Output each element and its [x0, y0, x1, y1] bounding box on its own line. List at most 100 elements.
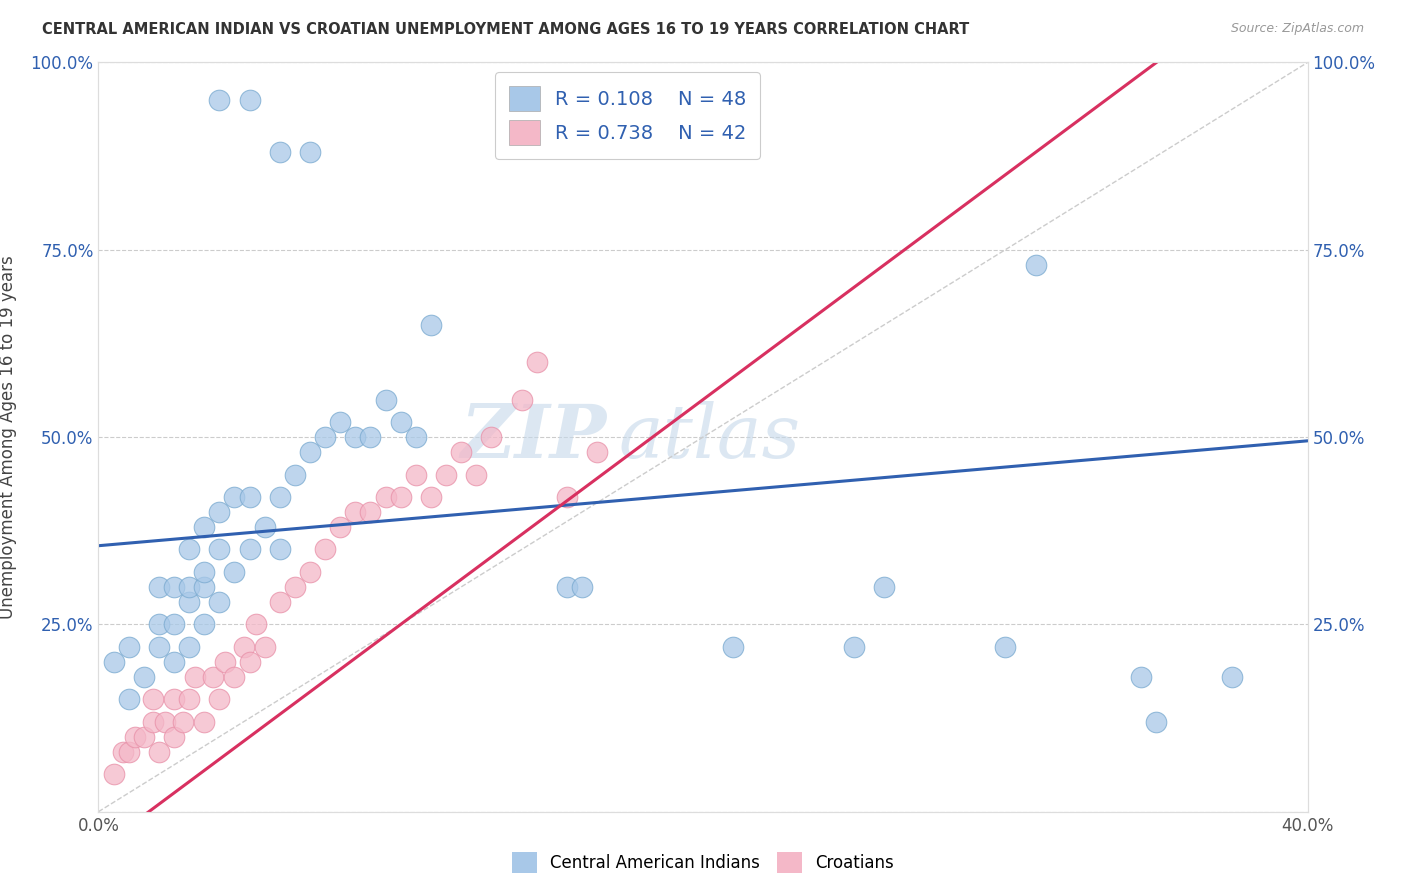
Point [232, 640, 254, 654]
Point [224, 670, 246, 684]
Point [405, 467, 427, 482]
Text: atlas: atlas [619, 401, 800, 474]
Point [253, 640, 276, 654]
Point [586, 445, 609, 459]
Point [269, 595, 291, 609]
Point [239, 93, 262, 107]
Text: Source: ZipAtlas.com: Source: ZipAtlas.com [1230, 22, 1364, 36]
Point [224, 565, 246, 579]
Point [299, 145, 322, 160]
Point [314, 542, 336, 557]
Point [153, 714, 176, 729]
Point [253, 520, 276, 534]
Point [172, 714, 194, 729]
Point [314, 430, 336, 444]
Point [299, 445, 322, 459]
Point [193, 565, 215, 579]
Point [179, 542, 201, 557]
Point [208, 692, 231, 706]
Point [208, 542, 231, 557]
Point [994, 640, 1017, 654]
Point [1024, 258, 1046, 272]
Point [420, 318, 443, 332]
Point [224, 490, 246, 504]
Point [202, 670, 225, 684]
Legend: R = 0.108    N = 48, R = 0.738    N = 42: R = 0.108 N = 48, R = 0.738 N = 42 [495, 72, 761, 159]
Point [142, 692, 165, 706]
Point [193, 617, 215, 632]
Point [148, 640, 170, 654]
Point [118, 745, 141, 759]
Point [142, 714, 165, 729]
Point [389, 415, 412, 429]
Point [844, 640, 866, 654]
Point [374, 392, 396, 407]
Point [329, 520, 352, 534]
Point [723, 640, 745, 654]
Point [163, 580, 186, 594]
Point [284, 580, 307, 594]
Point [420, 490, 443, 504]
Point [269, 145, 291, 160]
Point [873, 580, 896, 594]
Point [118, 692, 141, 706]
Point [208, 93, 231, 107]
Point [163, 617, 186, 632]
Point [239, 542, 262, 557]
Point [103, 767, 125, 781]
Point [269, 490, 291, 504]
Point [163, 730, 186, 744]
Point [510, 392, 533, 407]
Legend: Central American Indians, Croatians: Central American Indians, Croatians [505, 846, 901, 880]
Point [555, 490, 578, 504]
Point [434, 467, 457, 482]
Point [1144, 714, 1167, 729]
Point [111, 745, 134, 759]
Text: ZIP: ZIP [460, 401, 606, 474]
Point [124, 730, 146, 744]
Point [208, 595, 231, 609]
Point [214, 655, 236, 669]
Point [555, 580, 578, 594]
Point [208, 505, 231, 519]
Point [193, 714, 215, 729]
Point [344, 430, 367, 444]
Point [1220, 670, 1243, 684]
Point [179, 692, 201, 706]
Point [132, 670, 155, 684]
Point [450, 445, 472, 459]
Point [103, 655, 125, 669]
Point [571, 580, 593, 594]
Point [163, 655, 186, 669]
Point [360, 505, 382, 519]
Point [389, 490, 412, 504]
Point [269, 542, 291, 557]
Point [239, 490, 262, 504]
Point [148, 617, 170, 632]
Point [118, 640, 141, 654]
Point [465, 467, 488, 482]
Point [179, 595, 201, 609]
Point [193, 520, 215, 534]
Point [329, 415, 352, 429]
Point [299, 565, 322, 579]
Text: CENTRAL AMERICAN INDIAN VS CROATIAN UNEMPLOYMENT AMONG AGES 16 TO 19 YEARS CORRE: CENTRAL AMERICAN INDIAN VS CROATIAN UNEM… [42, 22, 969, 37]
Point [193, 580, 215, 594]
Point [526, 355, 548, 369]
Point [239, 655, 262, 669]
Point [245, 617, 267, 632]
Y-axis label: Unemployment Among Ages 16 to 19 years: Unemployment Among Ages 16 to 19 years [0, 255, 17, 619]
Point [1130, 670, 1153, 684]
Point [405, 430, 427, 444]
Point [132, 730, 155, 744]
Point [540, 78, 562, 92]
Point [148, 745, 170, 759]
Point [481, 430, 503, 444]
Point [284, 467, 307, 482]
Point [179, 640, 201, 654]
Point [360, 430, 382, 444]
Point [184, 670, 207, 684]
Point [344, 505, 367, 519]
Point [179, 580, 201, 594]
Point [163, 692, 186, 706]
